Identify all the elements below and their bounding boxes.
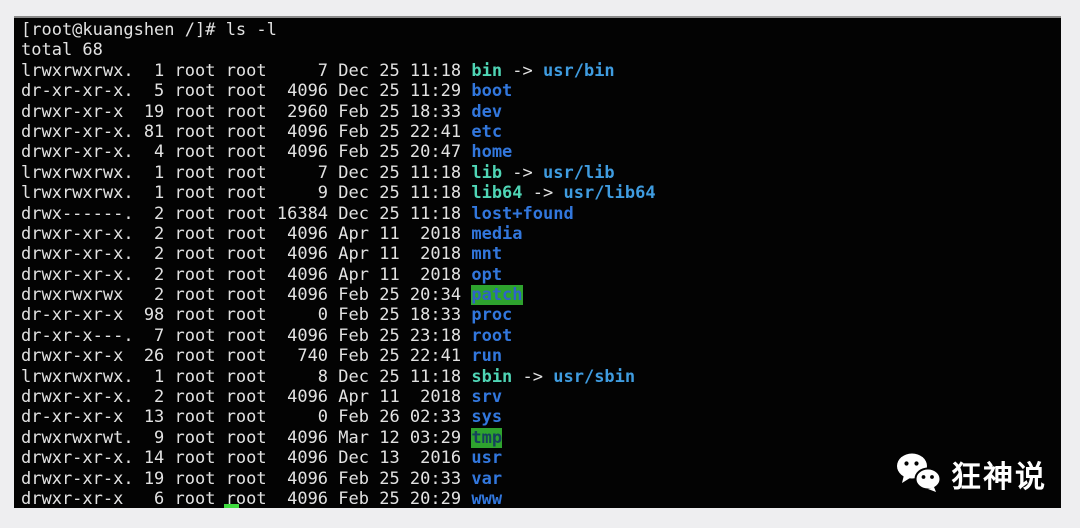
file-row: dr-xr-xr-x 13 root root 0 Feb 26 02:33 s… [21,407,1061,427]
file-meta: drwxr-xr-x. 2 root root 4096 Apr 11 2018 [21,244,472,265]
file-name: lib [471,162,503,183]
file-name: run [471,346,503,367]
file-name: root [471,325,513,346]
file-row: dr-xr-xr-x 98 root root 0 Feb 25 18:33 p… [21,305,1061,325]
file-name: var [471,468,503,489]
file-meta: drwxr-xr-x 6 root root 4096 Feb 25 20:29 [21,488,472,508]
file-meta: drwx------. 2 root root 16384 Dec 25 11:… [21,203,472,224]
file-name: tmp [471,427,503,448]
file-name: home [471,142,513,163]
file-name: bin [471,60,503,81]
total-line: total 68 [21,40,103,61]
file-meta: drwxr-xr-x. 4 root root 4096 Feb 25 20:4… [21,142,472,163]
file-meta: drwxr-xr-x 26 root root 740 Feb 25 22:41 [21,346,472,367]
wechat-icon [895,452,942,496]
file-name: dev [471,101,503,122]
file-row: lrwxrwxrwx. 1 root root 7 Dec 25 11:18 b… [21,61,1061,81]
file-name: opt [471,264,503,285]
file-name: lost+found [471,203,574,224]
file-name: boot [471,81,513,102]
file-row: dr-xr-x---. 7 root root 4096 Feb 25 23:1… [21,326,1061,346]
file-meta: lrwxrwxrwx. 1 root root 7 Dec 25 11:18 [21,60,472,81]
file-meta: drwxr-xr-x. 2 root root 4096 Apr 11 2018 [21,223,472,244]
file-row: dr-xr-xr-x. 5 root root 4096 Dec 25 11:2… [21,81,1061,101]
file-row: drwxr-xr-x 26 root root 740 Feb 25 22:41… [21,346,1061,366]
terminal-screen: [root@kuangshen /]# ls -l total 68 lrwxr… [14,18,1061,508]
file-name: sys [471,407,503,428]
file-row: drwxr-xr-x. 2 root root 4096 Apr 11 2018… [21,244,1061,264]
symlink-arrow: -> [502,162,544,183]
file-row: drwx------. 2 root root 16384 Dec 25 11:… [21,204,1061,224]
file-meta: drwxr-xr-x. 2 root root 4096 Apr 11 2018 [21,264,472,285]
file-meta: dr-xr-x---. 7 root root 4096 Feb 25 23:1… [21,325,472,346]
file-row: drwxr-xr-x. 81 root root 4096 Feb 25 22:… [21,122,1061,142]
file-name: usr [471,448,503,469]
file-row: drwxr-xr-x. 14 root root 4096 Dec 13 201… [21,448,1061,468]
file-meta: lrwxrwxrwx. 1 root root 9 Dec 25 11:18 [21,183,472,204]
file-row: drwxr-xr-x 6 root root 4096 Feb 25 20:29… [21,489,1061,508]
prompt-line: [root@kuangshen /]# ls -l [21,20,277,40]
file-meta: drwxrwxrwt. 9 root root 4096 Mar 12 03:2… [21,427,472,448]
file-meta: drwxr-xr-x 19 root root 2960 Feb 25 18:3… [21,101,472,122]
terminal-window: [root@kuangshen /]# ls -l total 68 lrwxr… [14,16,1061,508]
watermark-label: 狂神说 [951,460,1047,495]
file-meta: dr-xr-xr-x 98 root root 0 Feb 25 18:33 [21,305,472,326]
symlink-target: usr/bin [543,60,615,81]
file-name: media [471,223,523,244]
terminal-cursor [224,504,239,508]
file-row: drwxr-xr-x. 4 root root 4096 Feb 25 20:4… [21,142,1061,162]
symlink-target: usr/sbin [553,366,636,387]
file-row: drwxr-xr-x. 19 root root 4096 Feb 25 20:… [21,469,1061,489]
file-name: proc [471,305,513,326]
file-row: lrwxrwxrwx. 1 root root 7 Dec 25 11:18 l… [21,163,1061,183]
file-meta: dr-xr-xr-x. 5 root root 4096 Dec 25 11:2… [21,81,472,102]
file-meta: drwxr-xr-x. 81 root root 4096 Feb 25 22:… [21,121,472,142]
symlink-target: usr/lib64 [563,183,656,204]
file-meta: drwxr-xr-x. 19 root root 4096 Feb 25 20:… [21,468,472,489]
file-meta: drwxr-xr-x. 2 root root 4096 Apr 11 2018 [21,387,472,408]
file-name: patch [471,285,523,306]
file-meta: lrwxrwxrwx. 1 root root 8 Dec 25 11:18 [21,366,472,387]
file-name: www [471,488,503,508]
file-name: mnt [471,244,503,265]
file-meta: drwxr-xr-x. 14 root root 4096 Dec 13 201… [21,448,472,469]
file-row: lrwxrwxrwx. 1 root root 9 Dec 25 11:18 l… [21,183,1061,203]
file-row: drwxr-xr-x 19 root root 2960 Feb 25 18:3… [21,102,1061,122]
file-row: drwxr-xr-x. 2 root root 4096 Apr 11 2018… [21,224,1061,244]
file-name: srv [471,387,503,408]
watermark: 狂神说 [895,452,1047,496]
file-name: lib64 [471,183,523,204]
file-meta: drwxrwxrwx 2 root root 4096 Feb 25 20:34 [21,285,472,306]
file-name: etc [471,121,503,142]
file-list: lrwxrwxrwx. 1 root root 7 Dec 25 11:18 b… [21,61,1061,508]
symlink-arrow: -> [522,183,564,204]
file-meta: dr-xr-xr-x 13 root root 0 Feb 26 02:33 [21,407,472,428]
file-row: drwxr-xr-x. 2 root root 4096 Apr 11 2018… [21,387,1061,407]
file-row: lrwxrwxrwx. 1 root root 8 Dec 25 11:18 s… [21,367,1061,387]
file-row: drwxrwxrwt. 9 root root 4096 Mar 12 03:2… [21,427,1061,448]
file-row: drwxrwxrwx 2 root root 4096 Feb 25 20:34… [21,285,1061,306]
symlink-arrow: -> [502,60,544,81]
symlink-arrow: -> [512,366,554,387]
symlink-target: usr/lib [543,162,615,183]
file-meta: lrwxrwxrwx. 1 root root 7 Dec 25 11:18 [21,162,472,183]
file-name: sbin [471,366,513,387]
file-row: drwxr-xr-x. 2 root root 4096 Apr 11 2018… [21,265,1061,285]
